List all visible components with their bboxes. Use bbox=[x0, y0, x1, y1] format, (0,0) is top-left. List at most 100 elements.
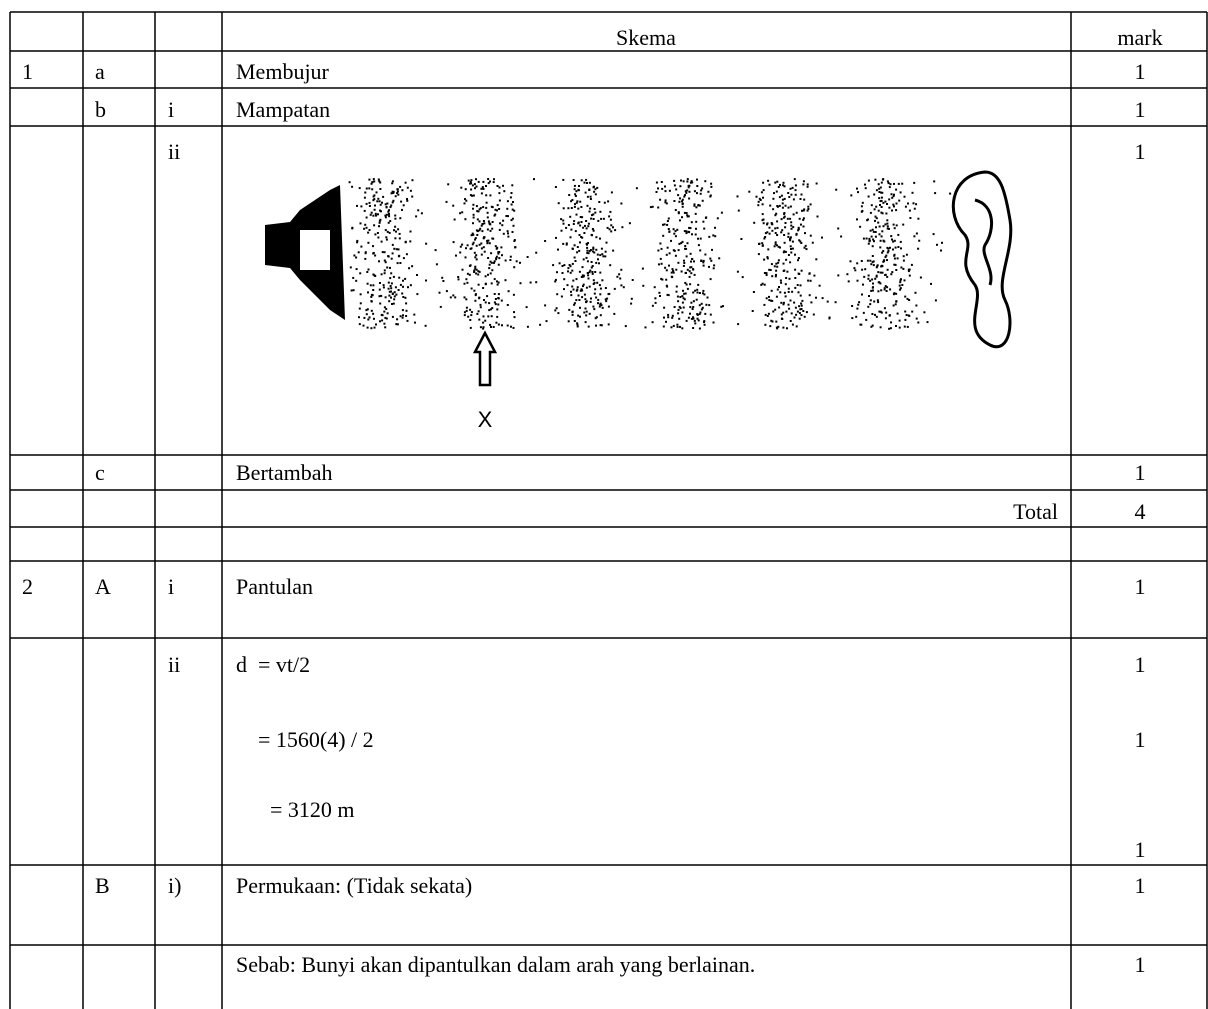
question-sub: i) bbox=[168, 873, 182, 898]
air-particle bbox=[665, 269, 668, 272]
air-particle bbox=[895, 325, 897, 327]
air-particle bbox=[674, 209, 677, 211]
air-particle bbox=[803, 198, 806, 201]
air-particle bbox=[667, 294, 670, 297]
air-particle bbox=[675, 268, 678, 271]
air-particle bbox=[468, 264, 471, 267]
air-particle bbox=[489, 180, 491, 183]
air-particle bbox=[380, 240, 383, 243]
air-particle bbox=[588, 181, 591, 184]
answer-text: Permukaan: (Tidak sekata) bbox=[236, 873, 473, 898]
air-particle bbox=[587, 325, 590, 328]
air-particle bbox=[483, 299, 485, 301]
air-particle bbox=[568, 308, 571, 311]
air-particle bbox=[934, 299, 937, 302]
air-particle bbox=[396, 190, 399, 193]
air-particle bbox=[404, 277, 407, 280]
air-particle bbox=[659, 295, 661, 297]
air-particle bbox=[770, 222, 773, 224]
air-particle bbox=[355, 256, 358, 259]
air-particle bbox=[525, 306, 528, 309]
air-particle bbox=[881, 191, 884, 194]
air-particle bbox=[571, 313, 574, 316]
air-particle bbox=[790, 251, 793, 254]
air-particle bbox=[496, 280, 498, 283]
air-particle bbox=[391, 180, 394, 183]
air-particle bbox=[698, 313, 701, 316]
air-particle bbox=[786, 327, 788, 330]
air-particle bbox=[469, 319, 472, 321]
air-particle bbox=[680, 242, 683, 245]
air-particle bbox=[672, 271, 675, 274]
air-particle bbox=[881, 178, 884, 181]
air-particle bbox=[567, 224, 570, 226]
air-particle bbox=[368, 205, 371, 207]
air-particle bbox=[783, 269, 786, 272]
air-particle bbox=[798, 312, 801, 315]
air-particle bbox=[574, 203, 576, 206]
air-particle bbox=[406, 319, 409, 322]
air-particle bbox=[800, 304, 803, 307]
air-particle bbox=[683, 230, 686, 233]
air-particle bbox=[477, 210, 480, 213]
air-particle bbox=[899, 191, 902, 194]
air-particle bbox=[685, 212, 688, 214]
air-particle bbox=[368, 187, 371, 190]
air-particle bbox=[694, 289, 697, 292]
air-particle bbox=[560, 218, 563, 221]
air-particle bbox=[474, 238, 476, 241]
air-particle bbox=[681, 295, 684, 298]
air-particle bbox=[382, 284, 385, 287]
air-particle bbox=[394, 195, 397, 198]
air-particle bbox=[784, 226, 787, 229]
air-particle bbox=[871, 324, 874, 327]
air-particle bbox=[893, 253, 896, 256]
air-particle bbox=[441, 276, 444, 279]
question-number: 2 bbox=[22, 574, 33, 599]
air-particle bbox=[777, 186, 780, 188]
air-particle bbox=[880, 181, 883, 184]
air-particle bbox=[809, 234, 812, 237]
air-particle bbox=[594, 317, 597, 320]
air-particle bbox=[665, 253, 668, 256]
air-particle bbox=[571, 262, 574, 265]
air-particle bbox=[383, 251, 386, 254]
air-particle bbox=[476, 210, 479, 213]
air-particle bbox=[860, 260, 863, 262]
air-particle bbox=[567, 320, 570, 323]
air-particle bbox=[378, 288, 381, 291]
air-particle bbox=[893, 227, 896, 230]
air-particle bbox=[895, 292, 898, 295]
air-particle bbox=[936, 243, 938, 246]
air-particle bbox=[397, 248, 400, 251]
air-particle bbox=[472, 203, 475, 206]
air-particle bbox=[882, 201, 885, 204]
air-particle bbox=[679, 325, 681, 328]
air-particle bbox=[401, 189, 404, 192]
air-particle bbox=[759, 199, 762, 201]
air-particle bbox=[392, 190, 395, 193]
air-particle bbox=[373, 208, 376, 211]
mark: 1 bbox=[1134, 139, 1146, 164]
air-particle bbox=[397, 228, 400, 231]
air-particle bbox=[555, 236, 557, 239]
air-particle bbox=[902, 223, 905, 226]
air-particle bbox=[487, 257, 490, 259]
air-particle bbox=[593, 281, 596, 284]
air-particle bbox=[475, 258, 478, 261]
air-particle bbox=[897, 246, 900, 248]
air-particle bbox=[698, 292, 701, 294]
air-particle bbox=[682, 306, 685, 309]
air-particle bbox=[879, 246, 882, 249]
air-particle bbox=[686, 215, 689, 218]
air-particle bbox=[680, 179, 682, 182]
air-particle bbox=[701, 306, 704, 309]
air-particle bbox=[454, 296, 457, 299]
air-particle bbox=[923, 311, 926, 314]
air-particle bbox=[690, 272, 693, 275]
air-particle bbox=[587, 274, 590, 277]
air-particle bbox=[881, 251, 884, 254]
air-particle bbox=[480, 253, 483, 256]
air-particle bbox=[677, 261, 680, 264]
air-particle bbox=[881, 230, 884, 233]
